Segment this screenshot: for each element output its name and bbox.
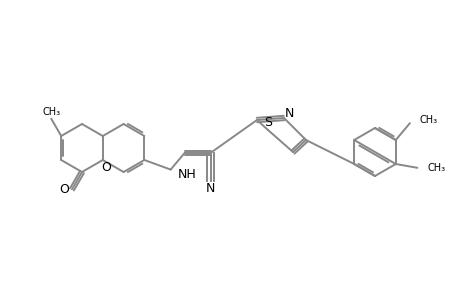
Text: CH₃: CH₃	[419, 115, 437, 125]
Text: NH: NH	[177, 168, 196, 181]
Text: O: O	[59, 183, 69, 196]
Text: N: N	[206, 182, 215, 195]
Text: S: S	[263, 116, 271, 128]
Text: N: N	[284, 106, 293, 119]
Text: CH₃: CH₃	[42, 107, 60, 117]
Text: O: O	[101, 160, 111, 173]
Text: CH₃: CH₃	[426, 163, 445, 173]
